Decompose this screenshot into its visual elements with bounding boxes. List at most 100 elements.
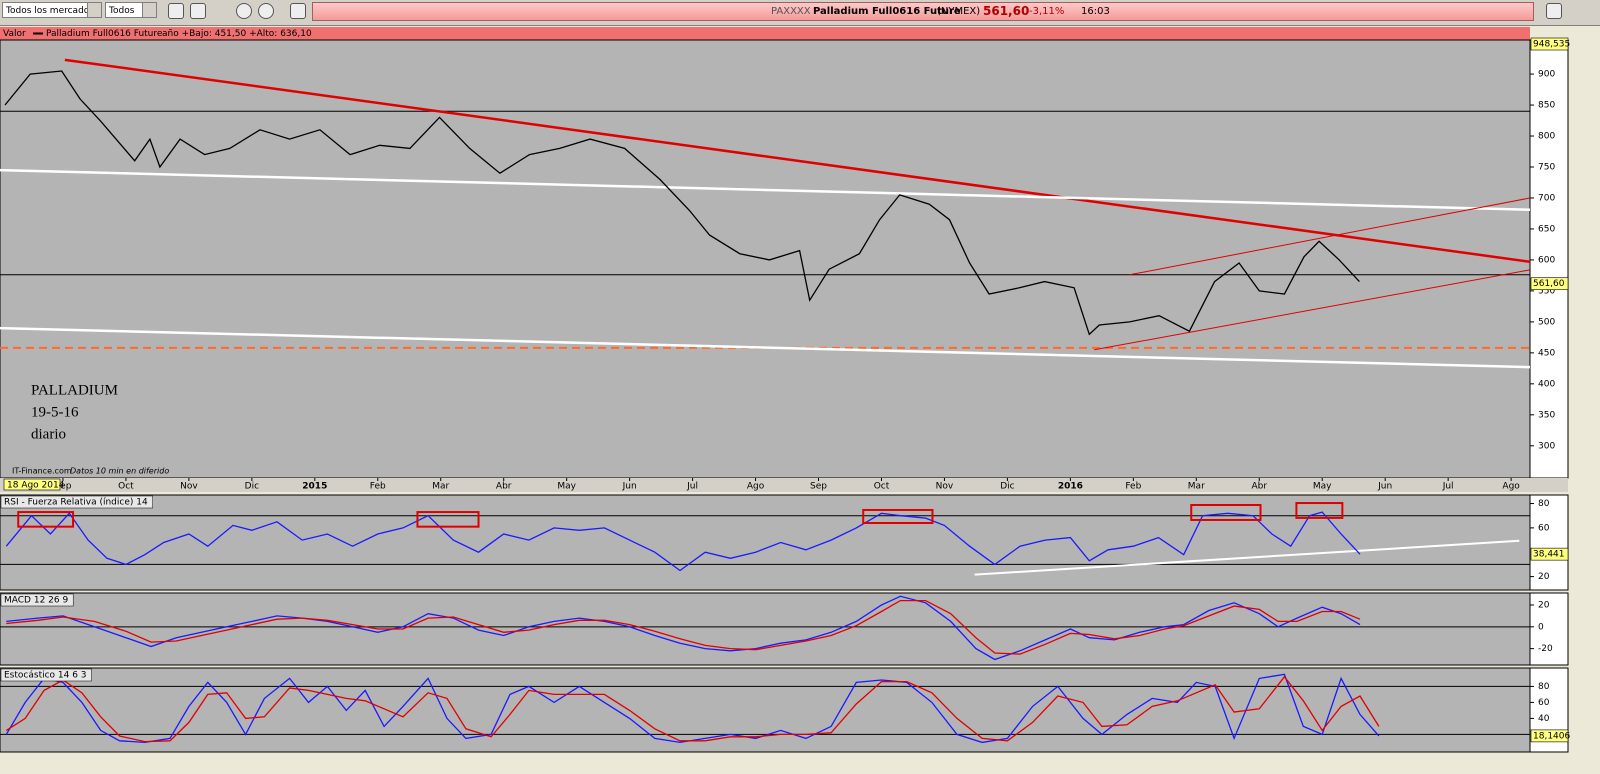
x-tick-label: Feb — [1125, 482, 1141, 492]
ticker-time: 16:03 — [1081, 6, 1110, 17]
series-line — [6, 599, 1361, 655]
print-button[interactable] — [190, 3, 206, 19]
trend-line — [0, 168, 1530, 211]
y-tick-label: 650 — [1538, 224, 1555, 234]
filter-select[interactable]: Todos — [105, 2, 157, 18]
y-tick-label: 40 — [1538, 714, 1550, 724]
legend-series: Palladium Full0616 Future — [46, 29, 163, 39]
trend-line — [974, 539, 1520, 576]
graph-button[interactable] — [1546, 3, 1562, 19]
ticker-instrument: Palladium Full0616 Future — [813, 6, 961, 17]
value-marker-label: 948,535 — [1533, 40, 1570, 50]
info-button[interactable] — [258, 3, 274, 19]
chart-button[interactable] — [290, 3, 306, 19]
y-tick-label: 350 — [1538, 410, 1555, 420]
x-tick-label: Sep — [54, 482, 71, 492]
toolbar: Todos los mercados Todos PAXXXX Palladiu… — [0, 0, 1600, 26]
value-marker — [1530, 277, 1569, 291]
y-tick-label: 750 — [1538, 163, 1555, 173]
trend-line — [64, 58, 1530, 264]
y-tick-label: 900 — [1538, 70, 1555, 80]
panel-title-box — [0, 495, 153, 509]
x-tick-label: Dic — [1000, 482, 1014, 492]
x-tick-label: Sep — [810, 482, 827, 492]
market-select[interactable]: Todos los mercados — [2, 2, 102, 18]
x-tick-label: Feb — [370, 482, 386, 492]
ticker-price: 561,60 — [983, 4, 1030, 18]
panel-title: RSI - Fuerza Relativa (índice) 14 — [4, 498, 148, 508]
y-tick-label: 0 — [1538, 622, 1544, 632]
value-marker-label: 561,60 — [1533, 279, 1565, 289]
delay-note: Datos 10 min en diferido — [70, 467, 169, 476]
x-tick-label: Ago — [747, 482, 765, 492]
y-tick-label: 450 — [1538, 348, 1555, 358]
panel-title: MACD 12 26 9 — [4, 596, 68, 606]
series-line — [6, 595, 1361, 661]
series-line — [4, 70, 1360, 336]
value-marker — [1530, 729, 1569, 743]
x-tick-label: Jun — [622, 482, 637, 492]
trend-line — [1129, 197, 1530, 276]
x-tick-label: Abr — [496, 482, 512, 492]
y-tick-label: 400 — [1538, 379, 1555, 389]
filter-select-text: Todos — [109, 6, 135, 16]
y-tick-label: 20 — [1538, 601, 1550, 611]
date-axis-background — [0, 478, 1568, 492]
trend-line — [0, 326, 1530, 369]
x-tick-label: Oct — [874, 482, 890, 492]
y-tick-label: 80 — [1538, 499, 1550, 509]
y-tick-label: 300 — [1538, 441, 1555, 451]
series-line — [5, 673, 1380, 744]
ticker-bar: PAXXXX Palladium Full0616 Future (NYMEX)… — [312, 2, 1534, 21]
highlight-box — [17, 511, 75, 528]
chart-note: diario — [31, 426, 66, 442]
plot-group — [0, 673, 1530, 744]
plot-group — [0, 502, 1530, 576]
x-tick-label: Nov — [936, 482, 954, 492]
x-tick-label: Mar — [432, 482, 449, 492]
x-tick-label: May — [557, 482, 576, 492]
start-date: 18 Ago 2014 — [7, 481, 65, 491]
panel-background — [0, 592, 1531, 666]
y-tick-label: 550 — [1538, 286, 1555, 296]
x-tick-label: Jun — [1377, 482, 1392, 492]
y-tick-label: 800 — [1538, 132, 1555, 142]
x-tick-label: Nov — [180, 482, 198, 492]
value-marker — [1530, 37, 1569, 51]
y-tick-label: 500 — [1538, 317, 1555, 327]
x-tick-label: Oct — [118, 482, 134, 492]
highlight-box — [416, 511, 480, 528]
series-line — [5, 511, 1361, 572]
highlight-box — [862, 508, 934, 525]
panel-title-box — [0, 668, 92, 682]
help-button[interactable] — [236, 3, 252, 19]
legend-range: año +Bajo: 451,50 +Alto: 636,10 — [162, 29, 312, 39]
panel-background — [0, 494, 1531, 591]
ticker-change: -3,11% — [1029, 6, 1065, 17]
y-tick-label: 60 — [1538, 698, 1550, 708]
panel-background — [0, 667, 1531, 753]
y-tick-label: 20 — [1538, 572, 1550, 582]
plot-group — [0, 595, 1530, 661]
panel-title: Estocástico 14 6 3 — [4, 671, 87, 681]
chart-note: 19-5-16 — [31, 404, 79, 420]
chart-area: 3003504004505005506006507007508008509009… — [0, 27, 1570, 753]
x-tick-label: Mar — [1188, 482, 1205, 492]
start-date-box — [3, 478, 61, 491]
x-tick-label: Jul — [686, 482, 698, 492]
save-button[interactable] — [168, 3, 184, 19]
x-tick-label: Ago — [1502, 482, 1520, 492]
chart-note: PALLADIUM — [31, 382, 118, 398]
value-marker-label: 18,1406 — [1533, 731, 1570, 741]
value-marker — [1530, 547, 1569, 561]
y-tick-label: 80 — [1538, 682, 1550, 692]
y-tick-label: 700 — [1538, 193, 1555, 203]
y-tick-label: 850 — [1538, 101, 1555, 111]
plot-group — [0, 58, 1530, 369]
ticker-exchange: (NYMEX) — [937, 6, 981, 17]
x-tick-label: May — [1313, 482, 1332, 492]
legend-title: Valor — [3, 29, 26, 39]
axis-background — [1529, 494, 1569, 591]
x-tick-label: Abr — [1251, 482, 1267, 492]
